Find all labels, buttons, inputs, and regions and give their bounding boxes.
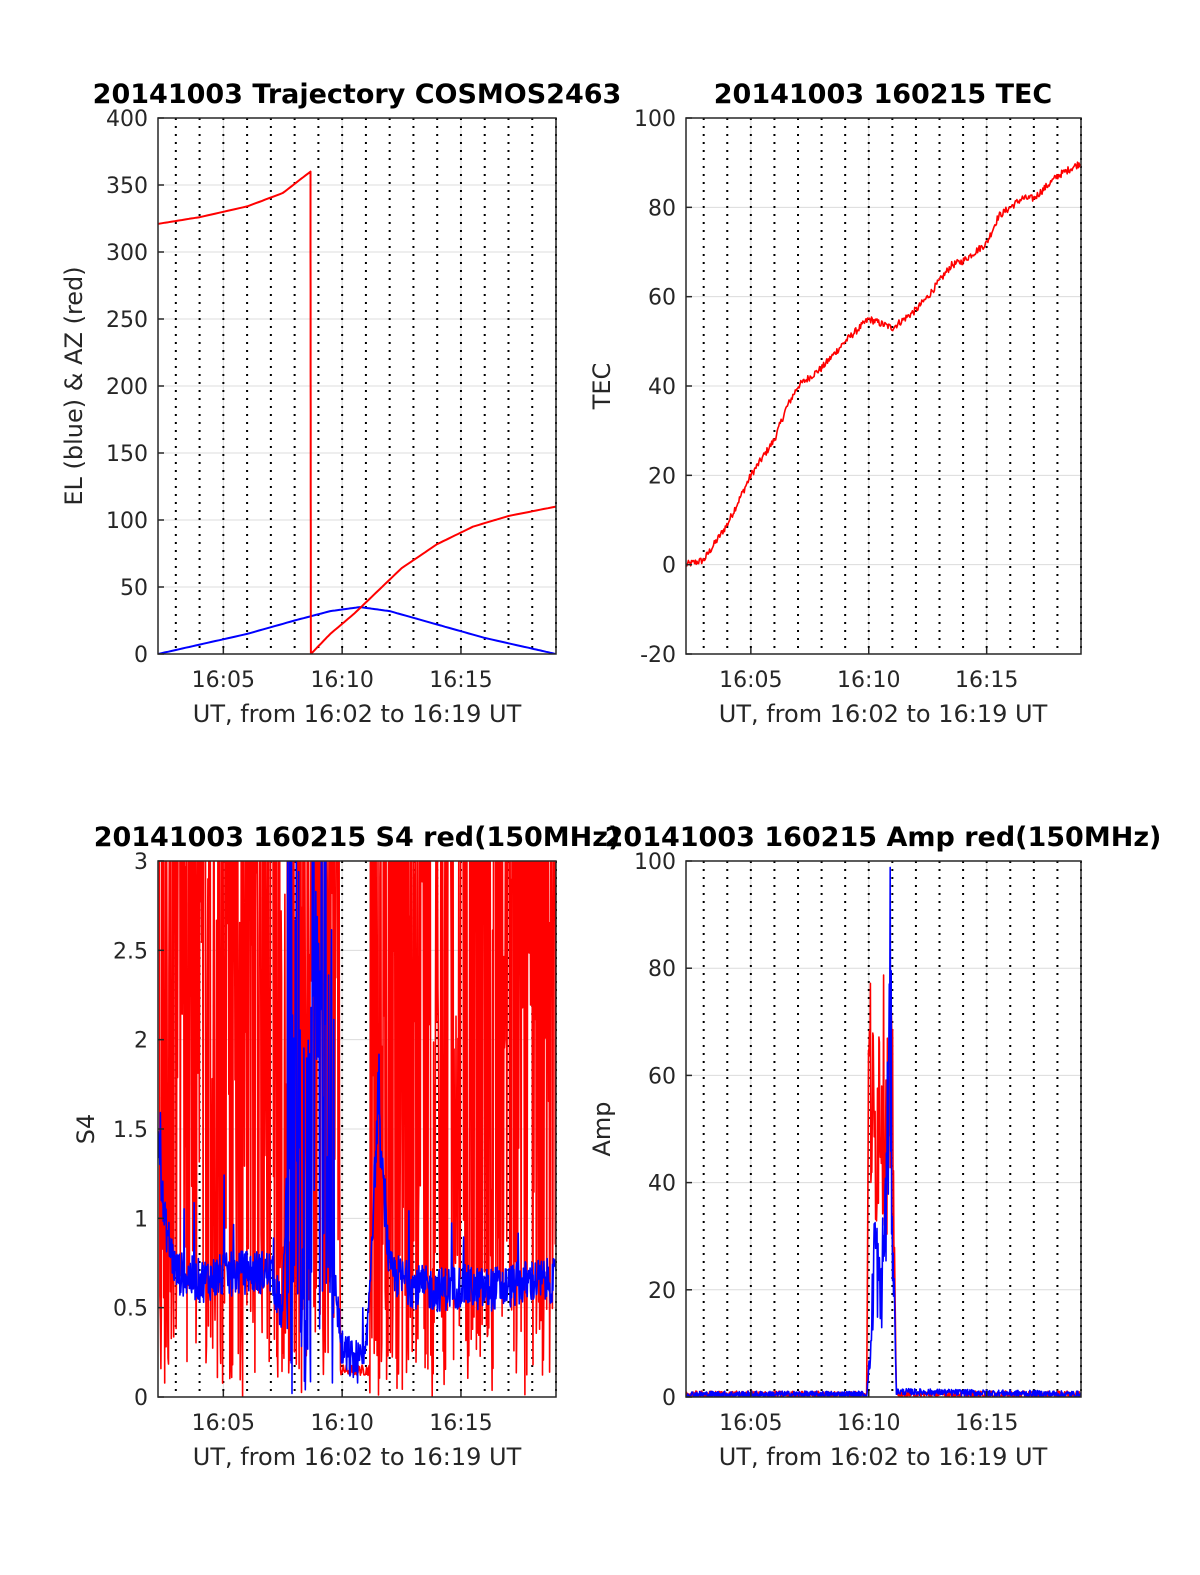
y-tick-label: 100 <box>634 850 676 875</box>
series-group <box>686 161 1081 567</box>
y-tick-label: -20 <box>640 643 676 668</box>
y-tick-label: 2.5 <box>113 939 148 964</box>
y-tick-label: 250 <box>106 308 148 333</box>
y-axis-label: S4 <box>72 1114 100 1145</box>
y-tick-label: 350 <box>106 174 148 199</box>
y-tick-label: 20 <box>648 464 676 489</box>
y-tick-label: 0 <box>662 1386 676 1411</box>
y-tick-label: 100 <box>634 107 676 132</box>
x-tick-label: 16:15 <box>955 668 1018 693</box>
y-tick-label: 0 <box>134 643 148 668</box>
chart-panel-1: 0 50 100 150 200 250 300 350 400 16:05 16:10 16:15 2… <box>60 79 621 728</box>
y-tick-label: 3 <box>134 850 148 875</box>
x-axis-label: UT, from 16:02 to 16:19 UT <box>719 700 1048 728</box>
chart-title: 20141003 Trajectory COSMOS2463 <box>93 79 622 110</box>
x-tick-label: 16:10 <box>310 1411 373 1436</box>
y-tick-label: 0.5 <box>113 1297 148 1322</box>
y-tick-label: 80 <box>648 957 676 982</box>
chart-title: 20141003 160215 S4 red(150MHz) <box>94 822 621 853</box>
y-tick-label: 20 <box>648 1279 676 1304</box>
x-tick-label: 16:05 <box>719 668 782 693</box>
y-tick-label: 60 <box>648 286 676 311</box>
x-tick-label: 16:05 <box>192 1411 255 1436</box>
y-tick-label: 200 <box>106 375 148 400</box>
chart-title: 20141003 160215 Amp red(150MHz) <box>605 822 1162 853</box>
axes-box <box>685 860 1082 1398</box>
series-line-blue <box>686 866 1081 1397</box>
chart-panel-2: -20 0 20 40 60 80 100 16:05 16:10 16:15 20141003 1… <box>588 79 1082 728</box>
y-axis-label: TEC <box>588 363 616 411</box>
y-tick-label: 60 <box>648 1064 676 1089</box>
series-group <box>158 170 556 654</box>
series-line-red <box>158 170 556 654</box>
x-tick-label: 16:10 <box>837 668 900 693</box>
x-tick-label: 16:10 <box>310 668 373 693</box>
y-tick-label: 100 <box>106 509 148 534</box>
y-tick-label: 1.5 <box>113 1118 148 1143</box>
chart-panel-3: 0 0.5 1 1.5 2 2.5 3 16:05 16:10 16:15 20141003 160… <box>72 822 621 1471</box>
x-tick-label: 16:05 <box>192 668 255 693</box>
x-tick-label: 16:15 <box>429 1411 492 1436</box>
x-axis-label: UT, from 16:02 to 16:19 UT <box>719 1443 1048 1471</box>
y-tick-label: 40 <box>648 1172 676 1197</box>
chart-panel-4: 0 20 40 60 80 100 16:05 16:10 16:15 20141003 1602… <box>588 822 1161 1471</box>
x-tick-label: 16:15 <box>429 668 492 693</box>
x-tick-label: 16:05 <box>719 1411 782 1436</box>
y-tick-label: 0 <box>662 554 676 579</box>
y-axis-label: EL (blue) & AZ (red) <box>60 266 88 505</box>
y-tick-label: 150 <box>106 442 148 467</box>
series-group <box>686 866 1081 1397</box>
y-tick-label: 2 <box>134 1029 148 1054</box>
y-tick-label: 80 <box>648 196 676 221</box>
y-tick-label: 50 <box>120 576 148 601</box>
y-axis-label: Amp <box>588 1101 616 1156</box>
y-tick-label: 400 <box>106 107 148 132</box>
x-axis-label: UT, from 16:02 to 16:19 UT <box>193 700 522 728</box>
x-tick-label: 16:10 <box>837 1411 900 1436</box>
y-tick-label: 40 <box>648 375 676 400</box>
series-group <box>158 861 556 1397</box>
chart-title: 20141003 160215 TEC <box>714 79 1053 110</box>
y-tick-label: 0 <box>134 1386 148 1411</box>
series-line-red <box>686 161 1081 567</box>
y-tick-label: 1 <box>134 1207 148 1232</box>
x-axis-label: UT, from 16:02 to 16:19 UT <box>193 1443 522 1471</box>
y-tick-label: 300 <box>106 241 148 266</box>
x-tick-label: 16:15 <box>955 1411 1018 1436</box>
series-line-blue <box>158 861 556 1395</box>
